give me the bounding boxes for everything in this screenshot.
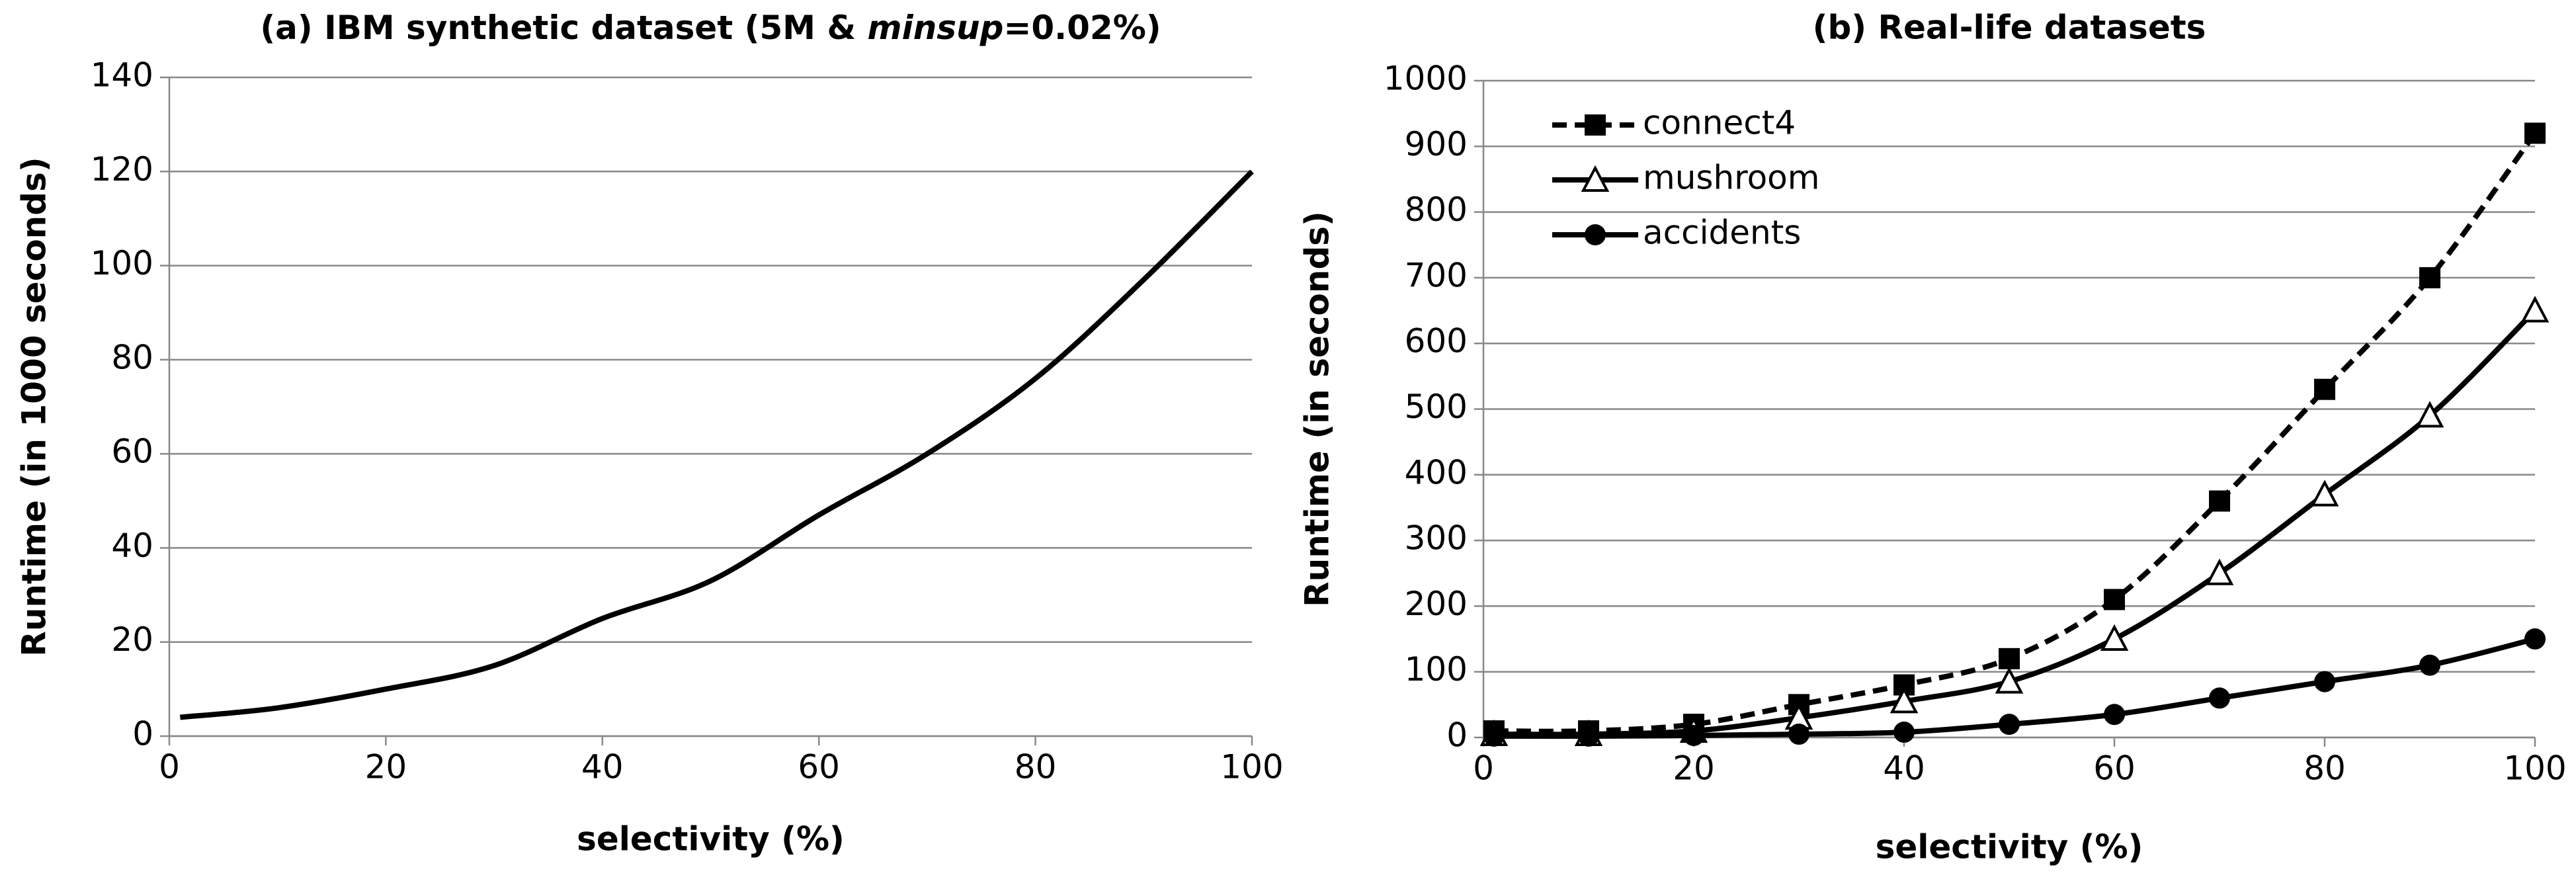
data-point (1890, 687, 1919, 714)
y-tick-label: 100 (1405, 650, 1468, 689)
legend-marker (1585, 114, 1606, 136)
x-axis-label: selectivity (%) (1876, 828, 2143, 866)
y-tick-label: 900 (1405, 125, 1468, 163)
chart-title: (b) Real-life datasets (1813, 9, 2206, 47)
data-point (2314, 671, 2335, 692)
series-line (1493, 308, 2537, 737)
y-axis-label: Runtime (in seconds) (1298, 211, 1337, 607)
data-point (2209, 687, 2230, 709)
data-point (2524, 628, 2546, 650)
data-point (2419, 267, 2440, 288)
x-axis-label: selectivity (%) (577, 820, 845, 858)
data-point (2520, 296, 2550, 323)
x-tick-label: 0 (1473, 749, 1494, 788)
data-point (2100, 624, 2129, 651)
x-tick-label: 80 (1015, 748, 1057, 786)
y-tick-label: 300 (1405, 519, 1468, 558)
data-point (2524, 122, 2546, 144)
x-tick-label: 60 (798, 748, 840, 786)
data-point (2419, 654, 2440, 676)
data-point (2310, 480, 2339, 507)
y-tick-label: 800 (1405, 190, 1468, 229)
data-point (1999, 714, 2020, 735)
legend-marker (1581, 165, 1610, 192)
chart-title: (a) IBM synthetic dataset (5M & minsup=0… (260, 9, 1161, 47)
x-tick-label: 60 (2093, 749, 2136, 788)
data-point (2415, 401, 2444, 428)
y-tick-label: 60 (111, 433, 153, 471)
data-point (1578, 726, 1599, 747)
x-tick-label: 20 (365, 748, 407, 786)
x-tick-label: 40 (1883, 749, 1925, 788)
y-tick-label: 1000 (1384, 60, 1468, 98)
data-point (2209, 490, 2230, 512)
data-point (1683, 725, 1704, 747)
x-tick-label: 100 (2503, 749, 2566, 788)
y-tick-label: 0 (132, 715, 153, 753)
legend-label: accidents (1643, 214, 1801, 252)
x-tick-label: 20 (1673, 749, 1715, 788)
y-tick-label: 500 (1405, 388, 1468, 426)
title-part: minsup (867, 9, 1003, 47)
y-tick-label: 140 (91, 56, 153, 95)
data-point (1995, 667, 2024, 694)
legend-label: connect4 (1643, 104, 1796, 142)
legend-marker (1585, 224, 1606, 245)
title-part: =0.02%) (1003, 9, 1161, 47)
x-tick-label: 100 (1220, 748, 1283, 786)
data-point (1999, 648, 2020, 669)
x-tick-label: 0 (159, 748, 180, 786)
y-tick-label: 20 (111, 620, 153, 659)
y-tick-label: 40 (111, 526, 153, 565)
y-axis-label: Runtime (in 1000 seconds) (15, 157, 54, 656)
y-tick-label: 120 (91, 150, 153, 188)
y-tick-label: 200 (1405, 585, 1468, 623)
y-tick-label: 600 (1405, 322, 1468, 360)
legend-label: mushroom (1643, 159, 1819, 197)
data-point (2104, 589, 2125, 610)
data-point (2314, 378, 2335, 400)
data-point (2104, 704, 2125, 726)
data-point (1483, 726, 1505, 747)
y-tick-label: 100 (91, 244, 153, 282)
y-tick-label: 80 (111, 338, 153, 376)
data-point (1788, 724, 1809, 745)
y-tick-label: 0 (1446, 716, 1468, 755)
data-point (1893, 722, 1915, 743)
data-point (2205, 558, 2234, 585)
title-part: (a) IBM synthetic dataset (5M & (260, 9, 867, 47)
y-tick-label: 700 (1405, 256, 1468, 294)
series-line (179, 169, 1254, 720)
x-tick-label: 80 (2304, 749, 2346, 788)
y-tick-label: 400 (1405, 453, 1468, 491)
x-tick-label: 40 (581, 748, 624, 786)
